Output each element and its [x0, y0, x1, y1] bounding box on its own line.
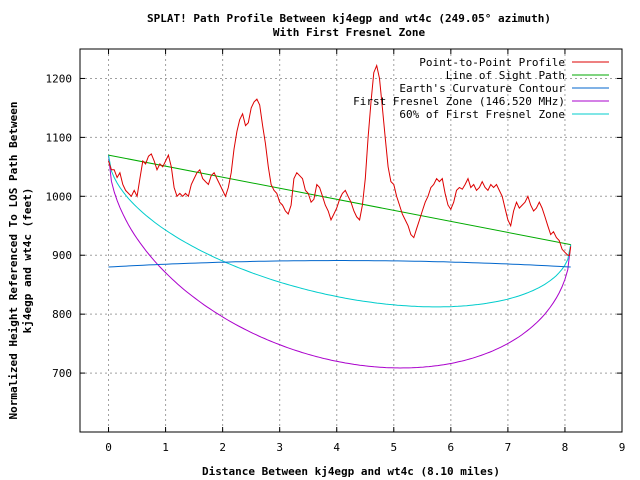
- y-tick-label: 1200: [46, 72, 73, 85]
- grid-lines: [80, 49, 623, 432]
- legend-label: First Fresnel Zone (146.520 MHz): [353, 95, 565, 108]
- y-tick-label: 1000: [46, 190, 73, 203]
- y-tick-label: 900: [52, 249, 72, 262]
- legend-label: Earth's Curvature Contour: [399, 82, 565, 95]
- series-line-fresnel-zone: [108, 155, 572, 369]
- x-tick-label: 5: [390, 441, 397, 454]
- x-tick-label: 9: [619, 441, 626, 454]
- series-group: [108, 63, 572, 369]
- chart-subtitle: With First Fresnel Zone: [272, 26, 426, 39]
- x-axis-label: Distance Between kj4egp and wt4c (8.10 m…: [202, 465, 500, 478]
- chart-title: SPLAT! Path Profile Between kj4egp and w…: [147, 12, 551, 25]
- y-axis-label-line2: kj4egp and wt4c (feet): [21, 188, 34, 334]
- x-tick-label: 1: [162, 441, 169, 454]
- legend-label: 60% of First Fresnel Zone: [399, 108, 565, 121]
- legend-label: Line of Sight Path: [446, 69, 565, 82]
- plot-frame: [79, 48, 623, 433]
- x-tick-label: 8: [562, 441, 569, 454]
- series-line-earth-curvature: [108, 260, 571, 268]
- x-tick-label: 6: [448, 441, 455, 454]
- x-tick-label: 7: [505, 441, 512, 454]
- series-line-fresnel-60: [108, 155, 572, 308]
- y-tick-label: 800: [52, 308, 72, 321]
- series-line-profile: [108, 63, 572, 256]
- legend-label: Point-to-Point Profile: [419, 56, 565, 69]
- x-tick-label: 4: [333, 441, 340, 454]
- y-axis-label-line1: Normalized Height Referenced To LOS Path…: [7, 102, 20, 420]
- x-tick-label: 2: [219, 441, 226, 454]
- x-tick-label: 0: [105, 441, 112, 454]
- x-tick-label: 3: [276, 441, 283, 454]
- tick-marks: 0 1 2 3 4 5 6 7 8 9 700 800 900 1000 1100 1200: [46, 49, 626, 454]
- y-tick-label: 1100: [46, 131, 73, 144]
- y-tick-label: 700: [52, 367, 72, 380]
